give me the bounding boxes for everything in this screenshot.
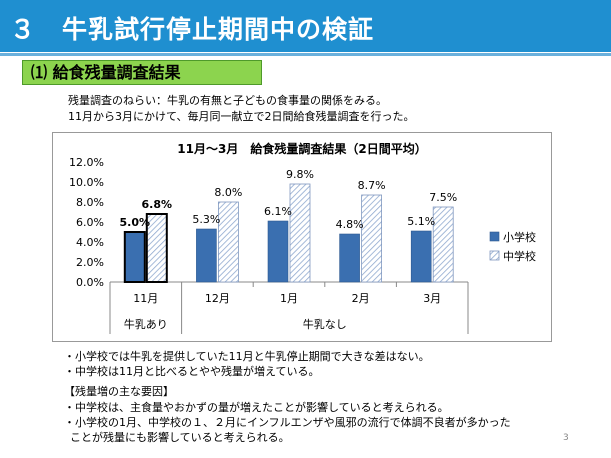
- page-number: 3: [563, 433, 569, 443]
- y-tick-label: 0.0%: [76, 276, 104, 289]
- y-tick-label: 10.0%: [69, 176, 104, 189]
- y-tick-label: 4.0%: [76, 236, 104, 249]
- bar-shogakko: [267, 220, 289, 283]
- data-label-chugakko: 9.8%: [286, 168, 314, 181]
- x-tick-label: 3月: [423, 292, 441, 305]
- bar-shogakko: [339, 233, 360, 283]
- chart-title: 11月～3月 給食残量調査結果（2日間平均）: [177, 141, 426, 156]
- note-line-2: ・中学校は11月と比べるとやや残量が増えている。: [64, 365, 320, 378]
- legend-swatch-chugakko: [489, 250, 500, 261]
- header-rule: [0, 53, 611, 56]
- bar-chugakko: [145, 213, 168, 283]
- group-label-without-milk: 牛乳なし: [303, 317, 347, 331]
- y-tick-label: 8.0%: [76, 196, 104, 209]
- bar-shogakko: [123, 231, 146, 283]
- bar-chugakko: [217, 201, 239, 283]
- bar-shogakko: [196, 228, 217, 283]
- header-bar: ３ 牛乳試行停止期間中の検証: [0, 0, 611, 54]
- bar-chugakko: [289, 183, 311, 283]
- bar-chugakko: [361, 194, 383, 283]
- data-label-chugakko: 8.7%: [358, 179, 386, 192]
- intro-line-2: 11月から3月にかけて、毎月同一献立で2日間給食残量調査を行った。: [68, 110, 415, 123]
- legend-label-chugakko: 中学校: [503, 249, 536, 263]
- y-tick-label: 2.0%: [76, 256, 104, 269]
- legend-label-shogakko: 小学校: [503, 230, 536, 244]
- bar-chart: 11月～3月 給食残量調査結果（2日間平均） 0.0% 2.0% 4.0% 6.0% 8…: [69, 141, 536, 334]
- bar-chugakko: [432, 206, 454, 283]
- factor-line-1: ・中学校は、主食量やおかずの量が増えたことが影響していると考えられる。: [64, 401, 449, 414]
- data-label-shogakko: 6.1%: [264, 205, 292, 218]
- section-heading: ⑴ 給食残量調査結果: [22, 60, 262, 85]
- y-tick-label: 6.0%: [76, 216, 104, 229]
- x-tick-label: 12月: [205, 292, 230, 305]
- bar-shogakko: [410, 230, 432, 283]
- data-label-shogakko: 5.0%: [120, 216, 151, 229]
- group-label-with-milk: 牛乳あり: [124, 317, 168, 331]
- x-tick-label: 11月: [133, 292, 158, 305]
- data-label-shogakko: 4.8%: [336, 218, 364, 231]
- slide-title: ３ 牛乳試行停止期間中の検証: [10, 15, 375, 44]
- x-tick-label: 2月: [352, 292, 370, 305]
- data-label-shogakko: 5.1%: [407, 215, 435, 228]
- legend-swatch-shogakko: [489, 231, 500, 242]
- data-label-chugakko: 6.8%: [142, 198, 173, 211]
- intro-line-1: 残量調査のねらい：牛乳の有無と子どもの食事量の関係をみる。: [68, 94, 387, 107]
- data-label-shogakko: 5.3%: [192, 213, 220, 226]
- data-label-chugakko: 8.0%: [214, 186, 242, 199]
- x-tick-label: 1月: [280, 292, 298, 305]
- y-tick-label: 12.0%: [69, 156, 104, 169]
- note-line-1: ・小学校では牛乳を提供していた11月と牛乳停止期間で大きな差はない。: [64, 350, 430, 363]
- factor-line-2: ・小学校の1月、中学校の１、２月にインフルエンザや風邪の流行で体調不良者が多かっ…: [64, 416, 511, 429]
- factor-line-3: ことが残量にも影響していると考えられる。: [70, 431, 290, 444]
- factors-heading: 【残量増の主な要因】: [64, 385, 174, 398]
- data-label-chugakko: 7.5%: [429, 191, 457, 204]
